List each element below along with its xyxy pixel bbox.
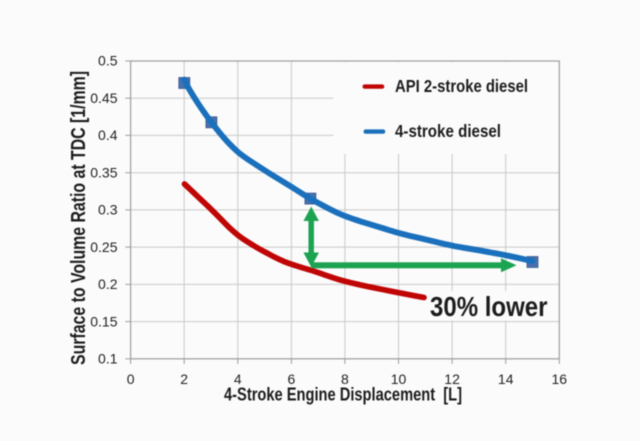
svg-text:4: 4 (234, 371, 242, 387)
svg-text:0.15: 0.15 (90, 313, 117, 329)
svg-text:10: 10 (391, 371, 407, 387)
svg-text:2: 2 (180, 371, 188, 387)
svg-text:0.25: 0.25 (90, 239, 117, 255)
svg-text:0.4: 0.4 (98, 127, 118, 143)
svg-text:14: 14 (498, 371, 514, 387)
svg-text:6: 6 (288, 371, 296, 387)
svg-text:30% lower: 30% lower (430, 291, 548, 322)
svg-text:0.5: 0.5 (98, 53, 118, 69)
svg-text:12: 12 (444, 371, 460, 387)
svg-text:16: 16 (552, 371, 568, 387)
svg-text:0.45: 0.45 (90, 90, 117, 106)
svg-text:0: 0 (127, 371, 135, 387)
svg-text:Surface to Volume Ratio at TDC: Surface to Volume Ratio at TDC [1/mm] (68, 71, 90, 365)
svg-text:0.1: 0.1 (98, 351, 118, 367)
svg-text:0.2: 0.2 (98, 276, 118, 292)
svg-text:8: 8 (341, 371, 349, 387)
svg-text:0.3: 0.3 (98, 202, 118, 218)
svg-text:0.35: 0.35 (90, 164, 117, 180)
svg-text:4-Stroke Engine Displacement: 4-Stroke Engine Displacement [L] (224, 384, 462, 405)
svg-text:4-stroke diesel: 4-stroke diesel (395, 121, 501, 141)
svg-text:API 2-stroke diesel: API 2-stroke diesel (395, 76, 528, 96)
